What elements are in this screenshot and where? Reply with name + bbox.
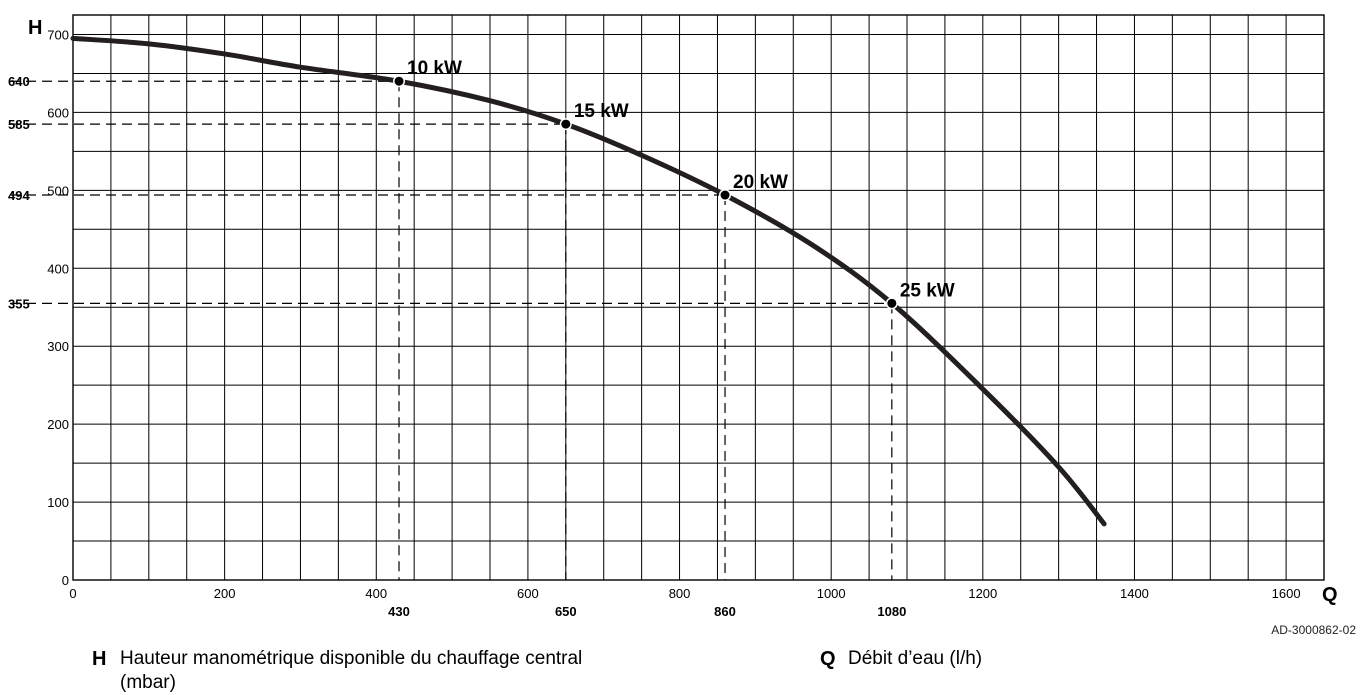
y-tick-label: 700 (47, 27, 69, 42)
legend-text-h: Hauteur manométrique disponible du chauf… (120, 648, 583, 693)
operating-points: 10 kW 15 kW 20 kW 25 kW (393, 58, 955, 310)
x-axis-symbol: Q (1322, 584, 1338, 606)
plot-frame (72, 14, 1325, 581)
q-value-label: 430 (388, 604, 410, 619)
x-tick-label: 0 (69, 586, 76, 601)
reference-lines (10, 80, 893, 580)
x-tick-label: 400 (365, 586, 387, 601)
x-tick-label: 1600 (1272, 586, 1301, 601)
pump-curve (70, 35, 1107, 527)
x-tick-label: 1200 (968, 586, 997, 601)
operating-point (561, 119, 571, 129)
operating-point-label: 15 kW (574, 101, 629, 122)
h-value-label: 494 (8, 188, 30, 203)
x-tick-label: 200 (214, 586, 236, 601)
legend-key-h: H (92, 648, 107, 670)
h-value-label: 355 (8, 296, 30, 311)
y-tick-label: 100 (47, 495, 69, 510)
operating-point-label: 20 kW (733, 172, 788, 193)
y-tick-label: 500 (47, 183, 69, 198)
q-value-label: 860 (714, 604, 736, 619)
tick-labels: 0 200 400 600 800 1000 1200 1400 1600 0 100 200 300 4… (8, 17, 1338, 619)
y-tick-label: 400 (47, 261, 69, 276)
legend-text-q: Débit d’eau (l/h) (848, 648, 983, 669)
document-reference: AD-3000862-02 (1271, 623, 1356, 637)
x-tick-label: 800 (669, 586, 691, 601)
grid (72, 14, 1325, 581)
y-tick-label: 200 (47, 417, 69, 432)
x-tick-label: 600 (517, 586, 539, 601)
y-tick-label: 300 (47, 339, 69, 354)
x-tick-label: 1000 (817, 586, 846, 601)
q-value-label: 650 (555, 604, 577, 619)
y-tick-label: 600 (47, 105, 69, 120)
y-tick-label: 0 (62, 573, 69, 588)
h-value-label: 585 (8, 117, 30, 132)
legend-item-h: H Hauteur manométrique disponible du cha… (92, 647, 612, 695)
legend-item-q: Q Débit d’eau (l/h) (820, 647, 1220, 671)
curve-layer (70, 35, 1107, 527)
h-value-label: 640 (8, 74, 30, 89)
operating-point (394, 76, 404, 86)
legend-key-q: Q (820, 648, 836, 670)
x-tick-label: 1400 (1120, 586, 1149, 601)
operating-point (887, 298, 897, 308)
q-value-label: 1080 (877, 604, 906, 619)
operating-point-label: 10 kW (407, 58, 462, 79)
y-axis-symbol: H (28, 17, 42, 39)
operating-point-label: 25 kW (900, 280, 955, 301)
operating-point (720, 190, 730, 200)
